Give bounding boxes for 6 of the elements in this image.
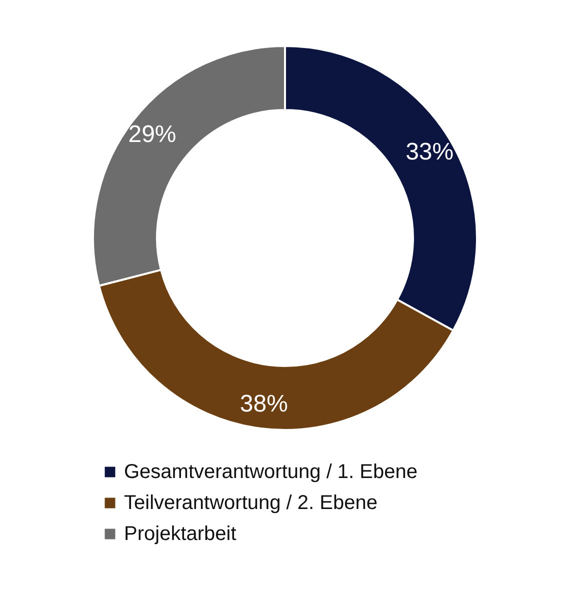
legend-label: Projektarbeit bbox=[124, 523, 237, 545]
data-label: 29% bbox=[128, 121, 176, 148]
legend-label: Teilverantwortung / 2. Ebene bbox=[124, 492, 378, 514]
data-label: 38% bbox=[240, 390, 288, 418]
legend-label: Gesamtverantwortung / 1. Ebene bbox=[124, 461, 418, 483]
data-label: 33% bbox=[406, 138, 454, 166]
